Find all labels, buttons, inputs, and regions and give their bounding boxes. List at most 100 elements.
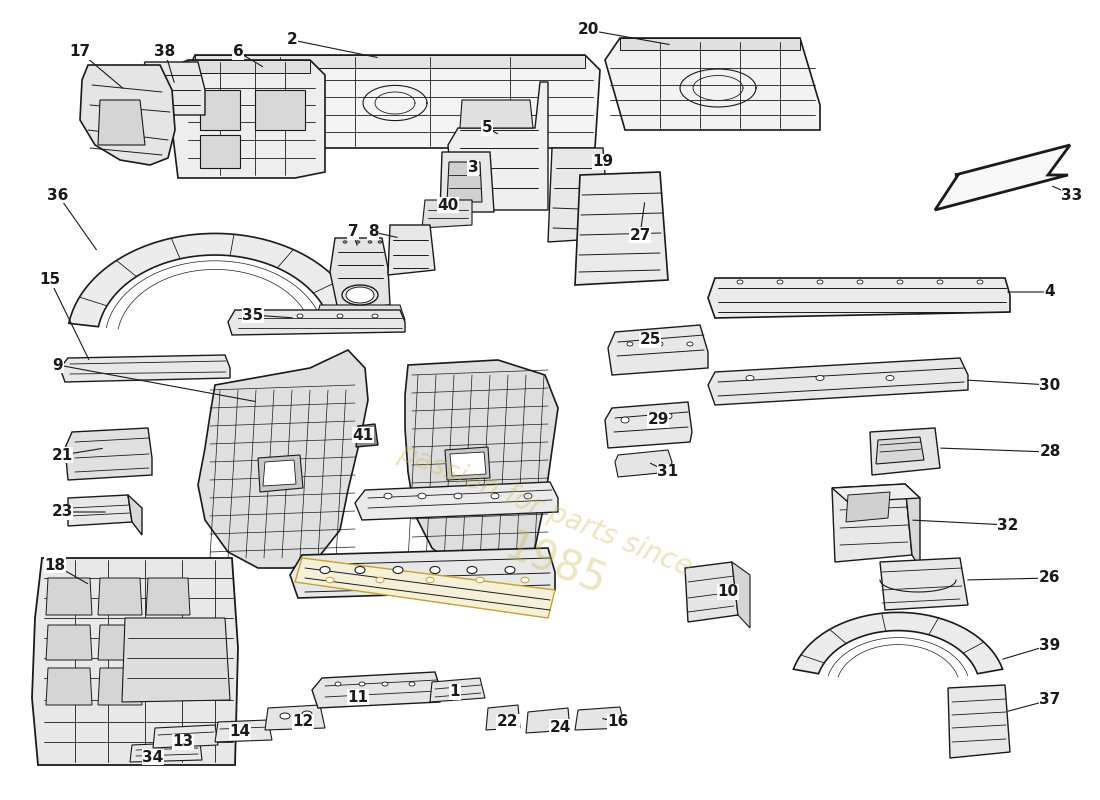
Polygon shape xyxy=(165,60,324,178)
Polygon shape xyxy=(312,672,440,708)
Ellipse shape xyxy=(356,241,360,243)
Text: 34: 34 xyxy=(142,750,164,765)
Polygon shape xyxy=(880,558,968,610)
Polygon shape xyxy=(356,424,378,447)
Ellipse shape xyxy=(342,285,378,305)
Ellipse shape xyxy=(777,280,783,284)
Polygon shape xyxy=(685,562,738,622)
Polygon shape xyxy=(620,38,800,50)
Ellipse shape xyxy=(737,280,742,284)
Ellipse shape xyxy=(491,493,499,499)
Polygon shape xyxy=(935,145,1070,210)
Polygon shape xyxy=(46,625,92,660)
Text: 2: 2 xyxy=(287,33,297,47)
Polygon shape xyxy=(388,225,434,275)
Ellipse shape xyxy=(505,566,515,574)
Text: 10: 10 xyxy=(717,585,738,599)
Polygon shape xyxy=(80,65,175,165)
Polygon shape xyxy=(608,325,708,375)
Ellipse shape xyxy=(817,280,823,284)
Text: 6: 6 xyxy=(232,45,243,59)
Polygon shape xyxy=(146,578,190,615)
Polygon shape xyxy=(153,725,218,748)
Text: 28: 28 xyxy=(1040,445,1060,459)
Polygon shape xyxy=(430,678,485,702)
Polygon shape xyxy=(708,358,968,405)
Text: 4: 4 xyxy=(1045,285,1055,299)
Polygon shape xyxy=(122,618,230,702)
Polygon shape xyxy=(440,152,494,212)
Polygon shape xyxy=(68,495,132,526)
Text: 24: 24 xyxy=(549,719,571,734)
Polygon shape xyxy=(146,625,190,660)
Text: 27: 27 xyxy=(629,227,651,242)
Polygon shape xyxy=(605,402,692,448)
Polygon shape xyxy=(188,60,310,73)
Ellipse shape xyxy=(418,493,426,499)
Ellipse shape xyxy=(336,682,341,686)
Polygon shape xyxy=(65,428,152,480)
Ellipse shape xyxy=(664,413,672,419)
Text: 17: 17 xyxy=(69,45,90,59)
Ellipse shape xyxy=(454,493,462,499)
Polygon shape xyxy=(295,558,556,618)
Polygon shape xyxy=(905,484,920,568)
Polygon shape xyxy=(405,360,558,575)
Polygon shape xyxy=(486,705,520,730)
Ellipse shape xyxy=(886,375,894,381)
Text: 12: 12 xyxy=(293,714,314,730)
Ellipse shape xyxy=(302,711,312,717)
Ellipse shape xyxy=(524,493,532,499)
Polygon shape xyxy=(32,558,238,765)
Text: 31: 31 xyxy=(658,465,679,479)
Text: 16: 16 xyxy=(607,714,628,730)
Polygon shape xyxy=(228,310,405,335)
Text: 13: 13 xyxy=(173,734,194,750)
Polygon shape xyxy=(265,705,324,730)
Text: 3: 3 xyxy=(468,161,478,175)
Ellipse shape xyxy=(857,280,864,284)
Polygon shape xyxy=(138,62,205,115)
Polygon shape xyxy=(846,492,890,522)
Text: 23: 23 xyxy=(52,505,73,519)
Ellipse shape xyxy=(376,578,384,582)
Ellipse shape xyxy=(621,417,629,423)
Polygon shape xyxy=(130,742,202,762)
Polygon shape xyxy=(832,484,920,502)
Polygon shape xyxy=(355,482,558,520)
Polygon shape xyxy=(255,90,305,130)
Text: 15: 15 xyxy=(40,273,60,287)
Polygon shape xyxy=(448,82,548,210)
Polygon shape xyxy=(214,720,272,742)
Text: 5: 5 xyxy=(482,121,493,135)
Text: 37: 37 xyxy=(1040,693,1060,707)
Polygon shape xyxy=(832,484,912,562)
Ellipse shape xyxy=(521,578,529,582)
Ellipse shape xyxy=(384,493,392,499)
Text: 20: 20 xyxy=(578,22,598,38)
Polygon shape xyxy=(98,100,145,145)
Ellipse shape xyxy=(746,375,754,381)
Polygon shape xyxy=(948,685,1010,758)
Text: 30: 30 xyxy=(1040,378,1060,393)
Text: 38: 38 xyxy=(154,45,176,59)
Text: 7: 7 xyxy=(348,225,359,239)
Polygon shape xyxy=(460,100,534,128)
Polygon shape xyxy=(526,708,570,733)
Text: 33: 33 xyxy=(1062,187,1082,202)
Text: 22: 22 xyxy=(497,714,519,730)
Text: 11: 11 xyxy=(348,690,369,705)
Ellipse shape xyxy=(346,287,374,303)
Text: 8: 8 xyxy=(367,225,378,239)
Ellipse shape xyxy=(320,566,330,574)
Ellipse shape xyxy=(430,566,440,574)
Ellipse shape xyxy=(426,578,434,582)
Ellipse shape xyxy=(393,566,403,574)
Text: 26: 26 xyxy=(1040,570,1060,586)
Polygon shape xyxy=(615,450,672,477)
Ellipse shape xyxy=(326,578,334,582)
Text: 19: 19 xyxy=(593,154,614,170)
Polygon shape xyxy=(60,355,230,382)
Polygon shape xyxy=(548,148,610,242)
Polygon shape xyxy=(793,613,1002,674)
